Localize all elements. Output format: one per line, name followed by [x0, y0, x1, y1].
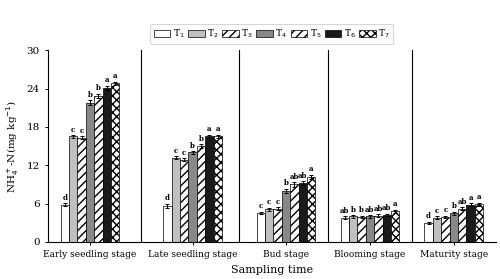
Text: b: b [198, 135, 203, 143]
Bar [298, 183, 307, 242]
Text: a: a [309, 165, 314, 173]
Bar [78, 138, 86, 242]
Bar [206, 136, 214, 242]
Bar [164, 206, 172, 242]
Text: c: c [435, 207, 439, 215]
Text: c: c [174, 147, 178, 155]
Bar [382, 215, 391, 242]
Bar [256, 213, 265, 242]
Text: c: c [276, 198, 280, 206]
Bar [391, 211, 400, 242]
Text: a: a [393, 200, 398, 208]
Bar [366, 217, 374, 242]
Bar [433, 218, 442, 242]
Text: d: d [165, 194, 170, 202]
Text: b: b [350, 206, 356, 213]
Bar [102, 88, 111, 242]
Bar [274, 209, 282, 242]
Bar [290, 184, 298, 242]
Bar [475, 204, 483, 242]
Bar [340, 218, 349, 242]
X-axis label: Sampling time: Sampling time [231, 265, 313, 275]
Bar [458, 209, 466, 242]
Text: d: d [62, 194, 68, 202]
Text: b: b [452, 202, 456, 210]
Text: a: a [113, 72, 117, 80]
Text: c: c [71, 126, 76, 134]
Text: c: c [182, 149, 186, 157]
Text: ab: ab [290, 173, 299, 181]
Text: a: a [216, 125, 220, 133]
Bar [180, 160, 188, 242]
Bar [442, 217, 450, 242]
Text: b: b [96, 85, 101, 92]
Text: ab: ab [298, 172, 308, 180]
Text: c: c [80, 127, 84, 135]
Text: c: c [444, 206, 448, 214]
Bar [349, 217, 358, 242]
Bar [172, 158, 180, 242]
Text: a: a [468, 194, 473, 202]
Text: b: b [284, 179, 288, 187]
Text: ab: ab [374, 205, 383, 213]
Text: ab: ab [340, 207, 349, 215]
Text: a: a [477, 193, 482, 201]
Text: ab: ab [382, 204, 392, 212]
Text: d: d [426, 212, 431, 220]
Text: ab: ab [365, 206, 374, 213]
Bar [188, 152, 197, 242]
Bar [307, 177, 316, 242]
Bar [60, 205, 69, 242]
Bar [111, 83, 120, 242]
Bar [466, 205, 475, 242]
Bar [450, 213, 458, 242]
Bar [424, 223, 433, 242]
Bar [197, 146, 205, 242]
Text: b: b [359, 206, 364, 214]
Bar [265, 209, 274, 242]
Text: a: a [207, 125, 212, 133]
Text: b: b [88, 91, 92, 99]
Bar [86, 103, 94, 242]
Bar [69, 136, 78, 242]
Bar [214, 136, 222, 242]
Text: ab: ab [458, 198, 467, 206]
Y-axis label: NH$_4^+$-N(mg kg$^{-1}$): NH$_4^+$-N(mg kg$^{-1}$) [4, 100, 21, 193]
Bar [374, 216, 382, 242]
Text: b: b [190, 142, 195, 150]
Text: c: c [267, 198, 272, 206]
Bar [94, 96, 102, 242]
Legend: T$_1$, T$_2$, T$_3$, T$_4$, T$_5$, T$_6$, T$_7$: T$_1$, T$_2$, T$_3$, T$_4$, T$_5$, T$_6$… [150, 24, 394, 44]
Text: c: c [258, 202, 263, 210]
Bar [282, 191, 290, 242]
Bar [358, 217, 366, 242]
Text: a: a [104, 76, 109, 84]
